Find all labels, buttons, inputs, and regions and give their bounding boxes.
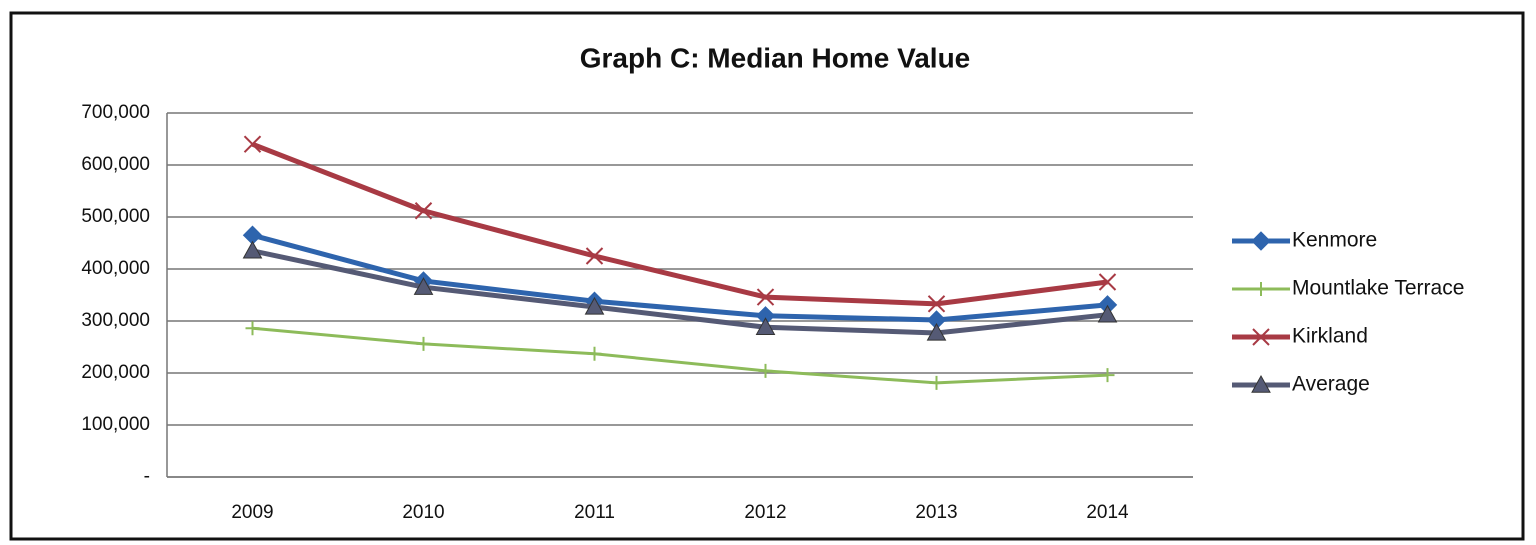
y-tick-label: 100,000	[81, 414, 150, 435]
y-tick-label: 400,000	[81, 258, 150, 279]
marker	[584, 296, 605, 315]
marker	[755, 317, 776, 335]
marker	[929, 375, 944, 390]
x-tick-label: 2013	[915, 502, 957, 523]
marker	[243, 135, 262, 153]
legend-label: Kenmore	[1292, 229, 1377, 252]
x-tick-label: 2009	[231, 502, 273, 523]
x-tick-label: 2014	[1086, 502, 1129, 523]
marker	[416, 336, 431, 351]
marker	[1097, 304, 1118, 323]
x-tick-label: 2010	[402, 502, 444, 523]
marker	[926, 322, 947, 341]
legend-marker	[1251, 374, 1271, 393]
marker	[758, 363, 773, 378]
legend-marker	[1254, 282, 1268, 296]
marker	[756, 288, 775, 306]
chart-title: Graph C: Median Home Value	[580, 42, 971, 73]
series-line	[252, 326, 1108, 385]
legend-marker	[1252, 328, 1270, 346]
marker	[927, 295, 946, 313]
x-tick-label: 2012	[744, 502, 786, 523]
series-line	[251, 248, 1108, 336]
legend-marker	[1251, 231, 1271, 251]
marker	[587, 346, 602, 361]
series-line	[251, 232, 1108, 323]
marker	[1100, 368, 1115, 383]
marker	[242, 240, 263, 259]
y-tick-label: 600,000	[81, 154, 150, 175]
legend-label: Mountlake Terrace	[1292, 277, 1464, 300]
marker	[413, 277, 434, 295]
marker	[414, 202, 433, 220]
y-tick-label: -	[144, 466, 150, 487]
y-tick-label: 700,000	[81, 102, 150, 123]
legend-label: Average	[1292, 373, 1370, 396]
chart-border	[9, 11, 1525, 541]
series-line	[251, 141, 1108, 307]
y-tick-label: 200,000	[81, 362, 150, 383]
y-tick-label: 500,000	[81, 206, 150, 227]
y-tick-label: 300,000	[81, 310, 150, 331]
marker	[245, 321, 260, 336]
marker	[1098, 273, 1117, 291]
marker	[585, 247, 604, 265]
x-tick-label: 2011	[574, 502, 615, 523]
legend-label: Kirkland	[1292, 325, 1368, 348]
